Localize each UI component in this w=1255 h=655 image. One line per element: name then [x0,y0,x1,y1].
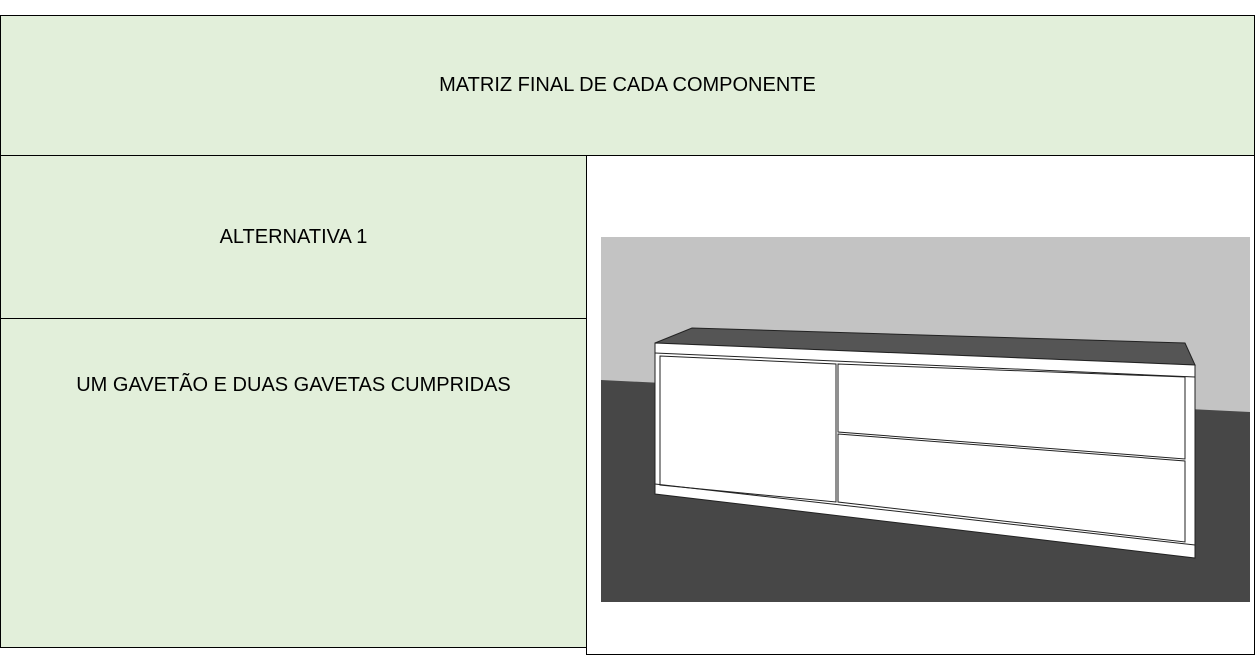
furniture-render [601,237,1250,602]
document: MATRIZ FINAL DE CADA COMPONENTE ALTERNAT… [0,15,1255,655]
title: MATRIZ FINAL DE CADA COMPONENTE [439,74,816,96]
edge [654,352,1196,378]
edge [654,483,1196,546]
door [659,355,837,503]
row-cell: ALTERNATIVA 1 [0,155,587,319]
drawer [837,433,1186,543]
cell-text: UM GAVETÃO E DUAS GAVETAS CUMPRIDAS [76,374,511,396]
drawer [837,363,1186,460]
cell-text: ALTERNATIVA 1 [219,225,368,248]
row-cell: UM GAVETÃO E DUAS GAVETAS CUMPRIDAS [0,318,587,648]
header-cell: MATRIZ FINAL DE CADA COMPONENTE [0,15,1255,156]
